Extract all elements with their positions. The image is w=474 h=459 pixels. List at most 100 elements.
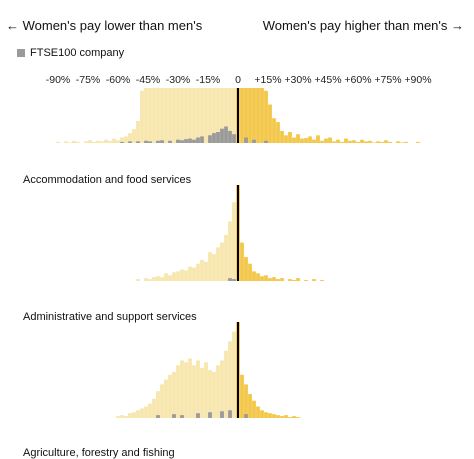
ftse-bar bbox=[220, 128, 224, 143]
ftse-bar bbox=[232, 134, 236, 143]
x-tick-label: +90% bbox=[404, 74, 431, 86]
histogram-bar bbox=[208, 88, 212, 143]
histogram-bar bbox=[176, 88, 180, 143]
histogram-bar bbox=[292, 280, 296, 281]
histogram-bar bbox=[292, 137, 296, 143]
histogram-bar bbox=[224, 350, 228, 418]
histogram-bar bbox=[84, 141, 88, 143]
histogram-bar bbox=[160, 88, 164, 143]
histogram-bar bbox=[188, 266, 192, 281]
x-tick-label: -45% bbox=[136, 74, 161, 86]
histogram-bar bbox=[200, 88, 204, 143]
histogram-bar bbox=[116, 416, 120, 418]
ftse-bar bbox=[156, 140, 160, 143]
histogram-bar bbox=[260, 88, 264, 143]
histogram-bar bbox=[244, 88, 248, 143]
histogram-bar bbox=[168, 275, 172, 281]
histogram-bar bbox=[140, 90, 144, 143]
histogram-bar bbox=[180, 360, 184, 418]
histogram-bar bbox=[120, 137, 124, 143]
histogram-bar bbox=[248, 88, 252, 143]
histogram-bar bbox=[252, 271, 256, 281]
histogram-bar bbox=[68, 142, 72, 143]
histogram-bar bbox=[228, 88, 232, 143]
ftse-bar bbox=[224, 126, 228, 143]
histogram-bar bbox=[288, 417, 292, 418]
histogram-bar bbox=[240, 88, 244, 143]
histogram-bar bbox=[152, 398, 156, 418]
histogram-bar bbox=[340, 141, 344, 143]
histogram-bar bbox=[416, 141, 420, 143]
ftse-bar bbox=[148, 141, 152, 143]
histogram-bar bbox=[368, 140, 372, 143]
histogram-bar bbox=[192, 88, 196, 143]
histogram-bar bbox=[304, 280, 308, 281]
ftse-bar bbox=[244, 137, 248, 143]
histogram-bar bbox=[180, 88, 184, 143]
x-tick-label: +45% bbox=[314, 74, 341, 86]
histogram-bar bbox=[332, 141, 336, 143]
histogram-bar bbox=[280, 416, 284, 418]
histogram-bar bbox=[180, 269, 184, 281]
direction-label-higher: Women's pay higher than men's → bbox=[262, 18, 464, 33]
ftse-bar bbox=[208, 135, 212, 143]
histogram-bar bbox=[160, 277, 164, 281]
histogram-bar bbox=[224, 88, 228, 143]
histogram-bar bbox=[300, 138, 304, 143]
ftse-bar bbox=[228, 130, 232, 143]
ftse-bar bbox=[244, 414, 248, 418]
legend: FTSE100 company bbox=[17, 47, 124, 59]
histogram-bar bbox=[100, 141, 104, 143]
x-tick-label: -90% bbox=[46, 74, 71, 86]
ftse-bar bbox=[128, 141, 132, 143]
histogram-bar bbox=[240, 374, 244, 418]
histogram-bar bbox=[196, 263, 200, 281]
histogram-bar bbox=[176, 365, 180, 418]
histogram-bar bbox=[200, 259, 204, 281]
ftse-bar bbox=[212, 133, 216, 143]
histogram-bar bbox=[308, 136, 312, 143]
histogram-bar bbox=[248, 394, 252, 418]
histogram-bar bbox=[172, 272, 176, 281]
x-tick-label: +75% bbox=[374, 74, 401, 86]
histogram-bar bbox=[268, 104, 272, 143]
histogram-bar bbox=[156, 276, 160, 281]
histogram-bar bbox=[128, 413, 132, 418]
histogram-bar bbox=[168, 88, 172, 143]
ftse-bar bbox=[192, 139, 196, 143]
histogram-bar bbox=[280, 278, 284, 281]
ftse-bar bbox=[120, 141, 124, 143]
histogram-bar bbox=[152, 88, 156, 143]
ftse-bar bbox=[196, 413, 200, 418]
histogram-bar bbox=[388, 141, 392, 143]
histogram-bar bbox=[232, 202, 236, 281]
histogram-bar bbox=[384, 140, 388, 143]
histogram-bar bbox=[132, 412, 136, 418]
histogram-bar bbox=[240, 242, 244, 281]
histogram-bar bbox=[108, 140, 112, 143]
histogram-bar bbox=[364, 141, 368, 143]
histogram-bar bbox=[136, 279, 140, 281]
ftse-bar bbox=[172, 414, 176, 418]
histogram-bar bbox=[96, 140, 100, 143]
histogram-bar bbox=[260, 410, 264, 418]
histogram-bar bbox=[72, 140, 76, 143]
histogram-bar bbox=[252, 400, 256, 418]
histogram-bar bbox=[276, 122, 280, 143]
histogram-bar bbox=[192, 365, 196, 418]
histogram-bar bbox=[288, 279, 292, 281]
x-tick-label: -60% bbox=[106, 74, 131, 86]
histogram-bar bbox=[276, 279, 280, 281]
ftse-bar bbox=[208, 412, 212, 418]
ftse-bar bbox=[200, 136, 204, 143]
histogram-bar bbox=[172, 88, 176, 143]
ftse-bar bbox=[252, 139, 256, 143]
histogram-bar bbox=[184, 88, 188, 143]
histogram-bar bbox=[132, 129, 136, 143]
histogram-bar bbox=[152, 277, 156, 281]
histogram-bar bbox=[148, 403, 152, 418]
ftse-bar bbox=[216, 132, 220, 143]
histogram-bar bbox=[352, 140, 356, 143]
ftse-bar bbox=[180, 415, 184, 418]
histogram-bar bbox=[88, 140, 92, 143]
